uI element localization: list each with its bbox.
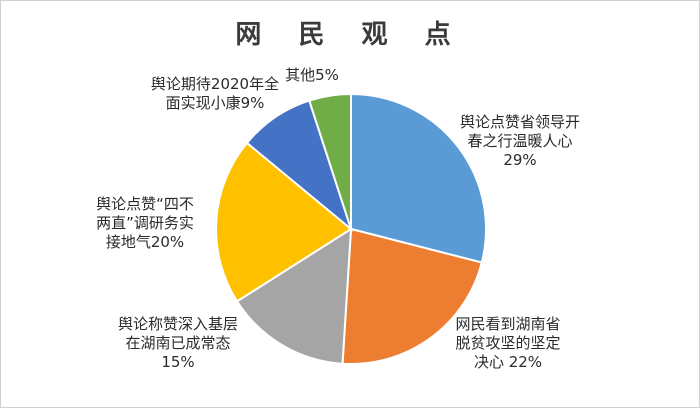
slice-label-line: 在湖南已成常态 <box>125 334 230 352</box>
slice-label-4: 舆论点赞“四不两直”调研务实接地气20% <box>96 195 194 251</box>
slice-label-line: 接地气20% <box>106 233 184 251</box>
slice-label-5: 舆论期待2020年全面实现小康9% <box>151 75 279 112</box>
slice-label-line: 15% <box>161 353 194 371</box>
slice-label-line: 脱贫攻坚的坚定 <box>455 334 560 352</box>
pie-slice-3 <box>235 227 353 365</box>
slice-label-3: 舆论称赞深入基层在湖南已成常态 15% <box>118 315 238 371</box>
slice-label-line: 春之行温暖人心 <box>467 132 572 150</box>
slice-label-6: 其他5% <box>285 66 339 84</box>
pie-slice-2 <box>341 227 483 365</box>
slice-label-line: 舆论称赞深入基层 <box>118 315 238 333</box>
slice-label-line: 舆论点赞省领导开 <box>460 113 580 131</box>
chart-title: 网 民 观 点 <box>235 20 465 50</box>
slice-label-line: 舆论期待2020年全 <box>151 75 279 93</box>
pie-slice-6 <box>308 92 352 230</box>
slice-label-line: 舆论点赞“四不 <box>96 195 194 213</box>
slice-label-line: 决心 22% <box>474 353 542 371</box>
pie-slice-4 <box>215 141 353 303</box>
slice-label-line: 两直”调研务实 <box>96 214 194 232</box>
slice-label-line: 面实现小康9% <box>166 94 265 112</box>
slice-label-line: 其他5% <box>285 66 339 84</box>
slice-label-line: 网民看到湖南省 <box>455 315 560 333</box>
slice-label-1: 舆论点赞省领导开春之行温暖人心 29% <box>460 113 580 169</box>
pie-slice-1 <box>350 92 487 264</box>
slice-label-2: 网民看到湖南省脱贫攻坚的坚定决心 22% <box>455 315 560 371</box>
slice-label-line: 29% <box>503 151 536 169</box>
